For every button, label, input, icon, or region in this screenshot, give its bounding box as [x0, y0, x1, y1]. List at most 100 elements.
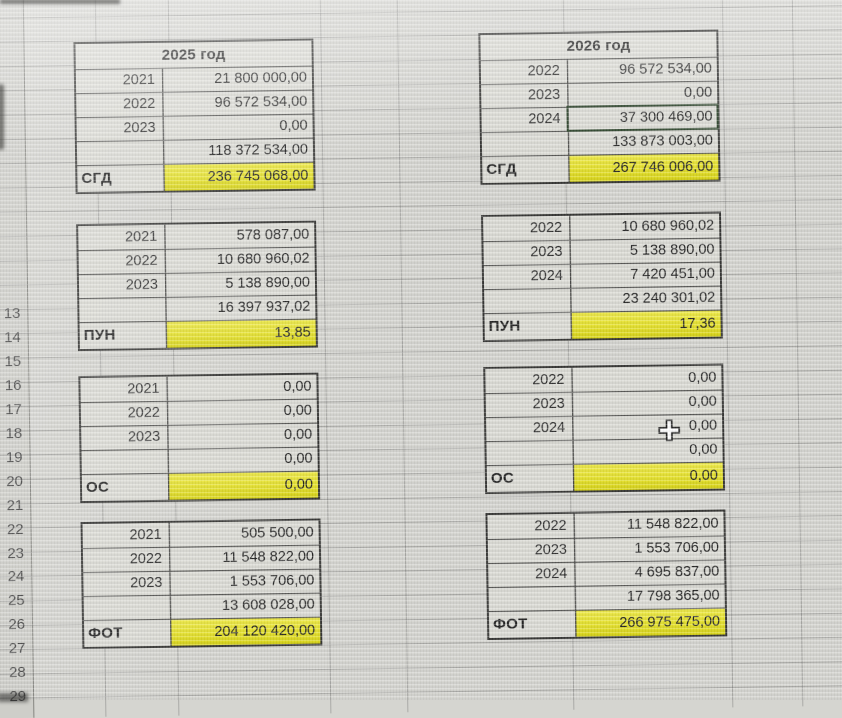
year-cell[interactable]: 2024 [481, 107, 567, 132]
data-row: 2023 1 553 706,00 [488, 536, 724, 563]
year-cell[interactable]: 2022 [83, 547, 169, 572]
data-row: 2023 5 138 890,00 [483, 238, 719, 265]
value-cell[interactable]: 0,00 [167, 399, 317, 425]
photo-artifact-top-edge [0, 0, 120, 4]
value-cell[interactable]: 0,00 [572, 438, 722, 464]
data-row: 2022 11 548 822,00 [83, 545, 319, 572]
value-cell[interactable]: 118 372 534,00 [163, 138, 313, 164]
value-cell[interactable]: 0,00 [567, 81, 717, 107]
value-cell[interactable]: 0,00 [162, 114, 312, 140]
year-cell[interactable]: 2021 [83, 523, 169, 548]
value-cell[interactable]: 13 608 028,00 [170, 593, 320, 619]
value-cell[interactable]: 11 548 822,00 [573, 512, 723, 538]
value-cell[interactable]: 133 873 003,00 [568, 129, 718, 155]
year-cell[interactable]: 2024 [488, 562, 574, 587]
value-cell[interactable]: 0,00 [167, 423, 317, 449]
year-cell[interactable]: 2022 [81, 401, 167, 426]
year-cell[interactable]: 2023 [483, 240, 569, 265]
year-cell[interactable]: 2022 [487, 514, 573, 539]
total-value-cell[interactable]: 236 745 068,00 [163, 161, 314, 191]
value-cell[interactable]: 5 138 890,00 [165, 271, 315, 297]
data-row: 23 240 301,02 [484, 286, 720, 313]
value-cell[interactable]: 23 240 301,02 [570, 286, 720, 312]
value-cell[interactable]: 21 800 000,00 [162, 66, 312, 92]
year-cell[interactable]: 2022 [483, 216, 569, 241]
table-title[interactable]: 2025 год [161, 45, 226, 64]
year-cell[interactable] [79, 297, 165, 322]
total-value-cell[interactable]: 266 975 475,00 [574, 607, 726, 637]
year-cell[interactable] [489, 586, 575, 611]
value-cell[interactable]: 7 420 451,00 [570, 262, 720, 288]
year-cell[interactable] [81, 449, 167, 474]
value-cell[interactable]: 96 572 534,00 [567, 57, 717, 83]
total-label-cell[interactable]: ОС [487, 464, 573, 492]
year-cell[interactable]: 2024 [484, 264, 570, 289]
year-cell[interactable]: 2023 [81, 425, 167, 450]
year-cell[interactable]: 2023 [481, 83, 567, 108]
data-row: 0,00 [81, 447, 317, 474]
year-cell[interactable] [77, 140, 163, 165]
table-title[interactable]: 2026 год [566, 36, 631, 55]
total-label-cell[interactable]: СГД [482, 155, 568, 183]
value-cell[interactable]: 0,00 [572, 414, 722, 440]
table-block: 2022 11 548 822,00 2023 1 553 706,00 2024 4 6… [485, 509, 728, 641]
total-value-cell[interactable]: 0,00 [572, 461, 724, 491]
total-label-cell[interactable]: ФОТ [489, 610, 575, 638]
value-cell[interactable]: 5 138 890,00 [569, 238, 719, 264]
value-cell[interactable]: 37 300 469,00 [566, 104, 719, 132]
value-cell[interactable]: 16 397 937,02 [165, 295, 315, 321]
total-row: ПУН 13,85 [80, 318, 316, 349]
value-cell[interactable]: 4 695 837,00 [574, 560, 724, 586]
total-label-cell[interactable]: ПУН [80, 321, 166, 349]
data-row: 2021 578 087,00 [78, 223, 314, 250]
total-value-cell[interactable]: 204 120 420,00 [169, 616, 321, 646]
total-label-cell[interactable]: ПУН [484, 312, 570, 340]
data-row: 2022 96 572 534,00 [481, 57, 717, 84]
value-cell[interactable]: 96 572 534,00 [162, 90, 312, 116]
excel-plus-cursor-icon [658, 419, 681, 442]
year-cell[interactable] [84, 595, 170, 620]
data-row: 2022 0,00 [81, 399, 317, 426]
total-label-cell[interactable]: ФОТ [84, 619, 170, 647]
year-cell[interactable]: 2023 [486, 392, 572, 417]
total-label-cell[interactable]: СГД [77, 164, 163, 192]
year-cell[interactable] [484, 288, 570, 313]
value-cell[interactable]: 0,00 [167, 447, 317, 473]
year-cell[interactable]: 2021 [76, 68, 162, 93]
value-cell[interactable]: 505 500,00 [169, 521, 319, 547]
year-cell[interactable]: 2022 [485, 368, 571, 393]
total-row: ОС 0,00 [82, 470, 319, 501]
year-cell[interactable] [482, 131, 568, 156]
value-cell[interactable]: 0,00 [571, 366, 721, 392]
total-value-cell[interactable]: 0,00 [167, 470, 319, 500]
year-cell[interactable]: 2022 [78, 249, 164, 274]
year-cell[interactable]: 2024 [486, 416, 572, 441]
data-row: 2022 96 572 534,00 [76, 90, 312, 117]
year-cell[interactable]: 2023 [83, 571, 169, 596]
data-row: 2022 0,00 [485, 366, 721, 393]
value-cell[interactable]: 17 798 365,00 [575, 584, 725, 610]
value-cell[interactable]: 10 680 960,02 [164, 247, 314, 273]
total-value-cell[interactable]: 267 746 006,00 [568, 152, 719, 182]
year-cell[interactable]: 2022 [76, 92, 162, 117]
data-row: 2023 0,00 [481, 81, 717, 108]
year-cell[interactable] [486, 440, 572, 465]
year-cell[interactable]: 2021 [80, 377, 166, 402]
year-cell[interactable]: 2023 [79, 273, 165, 298]
total-row: ПУН 17,36 [484, 309, 721, 340]
value-cell[interactable]: 0,00 [572, 390, 722, 416]
value-cell[interactable]: 1 553 706,00 [574, 536, 724, 562]
year-cell[interactable]: 2021 [78, 225, 164, 250]
total-value-cell[interactable]: 17,36 [570, 309, 721, 339]
value-cell[interactable]: 10 680 960,02 [569, 214, 719, 240]
value-cell[interactable]: 11 548 822,00 [169, 545, 319, 571]
value-cell[interactable]: 578 087,00 [164, 223, 314, 249]
total-value-cell[interactable]: 13,85 [165, 318, 316, 348]
value-cell[interactable]: 1 553 706,00 [169, 569, 319, 595]
year-cell[interactable]: 2023 [488, 538, 574, 563]
value-cell[interactable]: 0,00 [166, 375, 316, 401]
year-cell[interactable]: 2022 [481, 59, 567, 84]
year-cell[interactable]: 2023 [77, 116, 163, 141]
total-label-cell[interactable]: ОС [82, 473, 168, 501]
